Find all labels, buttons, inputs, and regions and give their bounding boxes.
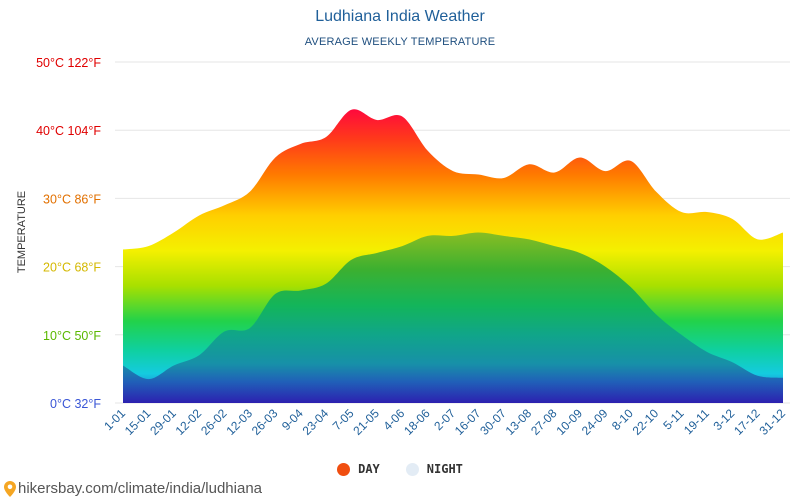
x-tick-label-5: 12-03	[223, 406, 255, 438]
x-tick-label-17: 27-08	[528, 406, 560, 438]
x-tick-label-25: 17-12	[731, 406, 763, 438]
chart-legend: DAY NIGHT	[0, 462, 800, 476]
x-tick-label-23: 19-11	[681, 406, 712, 437]
x-tick-label-21: 22-10	[630, 406, 662, 438]
legend-night-label: NIGHT	[426, 462, 463, 476]
source-url: hikersbay.com/climate/india/ludhiana	[18, 480, 263, 497]
legend-item-day[interactable]: DAY	[337, 462, 380, 476]
x-tick-label-1: 15-01	[122, 406, 154, 438]
y-tick-label-0: 0°C 32°F	[50, 397, 101, 411]
legend-day-label: DAY	[358, 462, 380, 476]
legend-item-night[interactable]: NIGHT	[405, 462, 463, 476]
x-tick-label-3: 12-02	[173, 406, 205, 438]
x-tick-label-19: 24-09	[579, 406, 611, 438]
x-tick-label-2: 29-01	[147, 406, 179, 438]
y-tick-label-3: 30°C 86°F	[43, 192, 101, 206]
x-tick-label-14: 16-07	[452, 406, 484, 438]
chart-title: Ludhiana India Weather	[315, 8, 485, 25]
legend-night-swatch	[405, 462, 419, 476]
y-axis-title: TEMPERATURE	[16, 191, 28, 273]
x-tick-label-18: 10-09	[553, 406, 585, 438]
x-tick-label-10: 21-05	[350, 406, 382, 438]
x-tick-label-4: 26-02	[198, 406, 230, 438]
series-night-area	[123, 232, 783, 403]
y-tick-label-2: 20°C 68°F	[43, 261, 101, 275]
legend-day-swatch	[337, 462, 351, 476]
x-tick-label-15: 30-07	[477, 406, 509, 438]
y-tick-label-4: 40°C 104°F	[36, 124, 101, 138]
source-link[interactable]: hikersbay.com/climate/india/ludhiana	[4, 480, 262, 497]
x-tick-label-16: 13-08	[503, 406, 535, 438]
x-tick-label-8: 23-04	[300, 406, 332, 438]
y-tick-label-1: 10°C 50°F	[43, 329, 101, 343]
chart-subtitle: AVERAGE WEEKLY TEMPERATURE	[304, 36, 496, 48]
y-tick-label-5: 50°C 122°F	[36, 56, 101, 70]
location-pin-icon	[4, 480, 16, 497]
x-tick-label-26: 31-12	[757, 406, 789, 438]
x-tick-label-6: 26-03	[249, 406, 281, 438]
x-tick-label-12: 18-06	[401, 406, 433, 438]
